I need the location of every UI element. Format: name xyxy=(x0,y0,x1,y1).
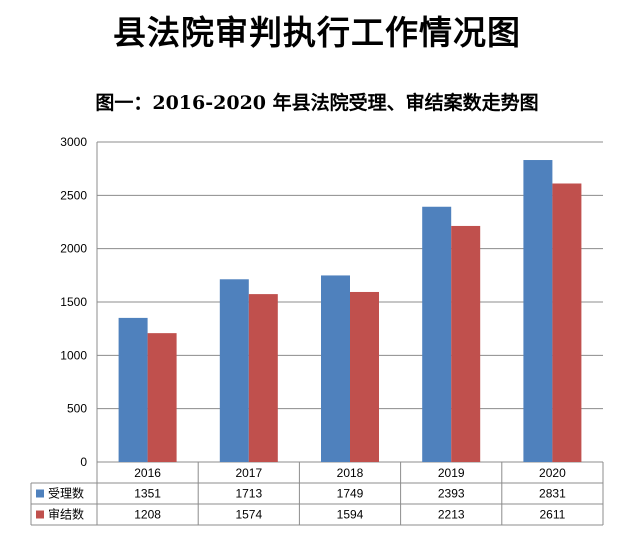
bar-受理数-2019 xyxy=(422,206,452,462)
data-value: 1594 xyxy=(337,508,364,522)
y-tick-label: 1500 xyxy=(60,295,87,309)
data-value: 1749 xyxy=(337,487,364,501)
y-tick-label: 0 xyxy=(80,455,87,469)
bar-审结数-2018 xyxy=(350,291,379,462)
bar-审结数-2019 xyxy=(451,225,481,462)
x-tick-label: 2016 xyxy=(134,466,161,480)
data-value: 1351 xyxy=(134,487,161,501)
x-tick-label: 2019 xyxy=(438,466,465,480)
y-tick-label: 3000 xyxy=(60,135,87,149)
legend-label: 受理数 xyxy=(48,486,84,501)
y-tick-label: 500 xyxy=(67,402,87,416)
y-tick-label: 2500 xyxy=(60,188,87,202)
bar-审结数-2017 xyxy=(248,294,278,462)
data-value: 2213 xyxy=(438,508,465,522)
data-value: 2611 xyxy=(539,508,565,522)
bar-审结数-2016 xyxy=(147,333,177,462)
data-value: 2831 xyxy=(539,487,566,501)
x-tick-label: 2018 xyxy=(337,466,364,480)
bar-受理数-2020 xyxy=(523,160,553,462)
y-tick-label: 1000 xyxy=(60,348,87,362)
bar-审结数-2020 xyxy=(552,183,582,462)
chart-title: 图一：2016-2020 年县法院受理、审结案数走势图 xyxy=(95,92,539,114)
data-value: 1713 xyxy=(235,487,262,501)
bar-受理数-2018 xyxy=(321,275,350,462)
legend-label: 审结数 xyxy=(48,507,84,522)
bar-受理数-2017 xyxy=(219,279,249,462)
y-tick-label: 2000 xyxy=(60,242,87,256)
data-value: 1574 xyxy=(235,508,262,522)
data-value: 2393 xyxy=(438,487,465,501)
x-tick-label: 2020 xyxy=(539,466,566,480)
legend-swatch-受理数 xyxy=(36,489,44,498)
legend-swatch-审结数 xyxy=(36,510,44,519)
page-title: 县法院审判执行工作情况图 xyxy=(113,13,521,52)
bar-受理数-2016 xyxy=(118,317,148,462)
data-value: 1208 xyxy=(134,508,161,522)
x-tick-label: 2017 xyxy=(235,466,262,480)
